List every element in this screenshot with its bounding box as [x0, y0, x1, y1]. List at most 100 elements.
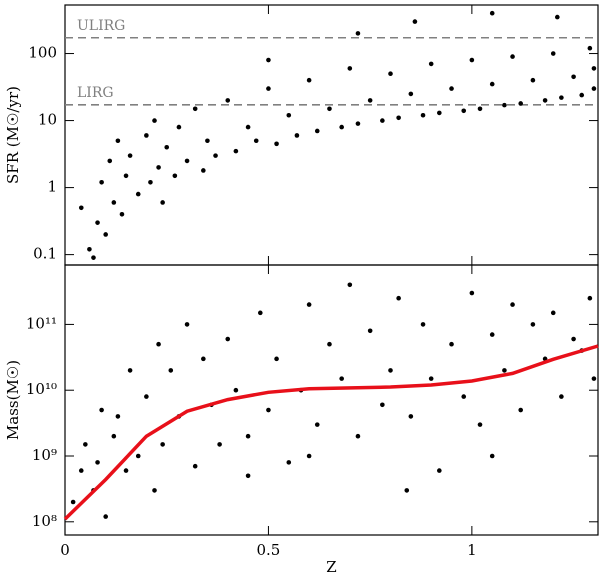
point — [571, 74, 576, 80]
y-tick-label: 10⁸ — [32, 512, 57, 530]
y-tick-label: 0.1 — [33, 245, 57, 263]
point — [355, 433, 361, 439]
x-tick-label: 1 — [467, 541, 477, 559]
point — [428, 376, 434, 381]
x-tick-label: 0 — [60, 541, 70, 559]
point — [115, 414, 121, 419]
point — [152, 118, 157, 123]
point — [306, 77, 312, 83]
point — [477, 106, 483, 112]
point — [176, 124, 182, 130]
point — [420, 322, 426, 327]
point — [233, 148, 239, 154]
y-tick-label: 10¹⁰ — [26, 380, 57, 398]
point — [542, 98, 548, 103]
y-tick-label: 10⁹ — [32, 446, 57, 464]
point — [420, 112, 426, 118]
point — [489, 453, 495, 459]
point — [437, 468, 442, 473]
point — [327, 106, 332, 112]
point — [489, 10, 495, 16]
x-tick-label: 0.5 — [257, 541, 281, 559]
point — [347, 282, 353, 288]
point — [437, 110, 442, 116]
point — [107, 158, 113, 164]
point — [245, 473, 251, 479]
point — [99, 407, 104, 413]
point — [192, 463, 198, 469]
point — [286, 460, 292, 465]
y-tick-label: 1 — [47, 178, 57, 196]
point — [461, 394, 467, 399]
point — [257, 310, 263, 316]
point — [579, 92, 585, 98]
point — [160, 442, 165, 447]
point — [327, 341, 332, 347]
point — [111, 200, 117, 205]
point — [78, 468, 84, 473]
point — [135, 453, 141, 459]
point — [103, 514, 108, 519]
point — [355, 31, 361, 36]
point — [530, 77, 536, 83]
point — [469, 57, 475, 63]
point — [148, 179, 153, 185]
point — [172, 173, 178, 179]
point — [477, 422, 483, 427]
point — [428, 61, 434, 67]
point — [123, 468, 129, 473]
point — [266, 407, 271, 413]
point — [164, 144, 170, 150]
point — [591, 66, 597, 71]
point — [461, 108, 467, 114]
point — [266, 57, 271, 63]
point — [339, 376, 344, 381]
point — [111, 433, 117, 439]
point — [388, 71, 393, 77]
point — [135, 191, 141, 197]
point — [550, 51, 556, 56]
point — [127, 153, 133, 158]
point — [274, 141, 279, 147]
point — [347, 66, 353, 71]
point — [83, 442, 88, 447]
point — [591, 376, 597, 381]
point — [396, 295, 401, 301]
point — [253, 138, 259, 144]
point — [404, 488, 410, 493]
point — [184, 158, 190, 164]
point — [213, 153, 218, 158]
point — [245, 433, 251, 439]
point — [70, 499, 76, 505]
point — [192, 106, 198, 112]
x-axis-label: Z — [326, 558, 336, 576]
y-axis-label: Mass(M☉) — [4, 360, 22, 440]
point — [380, 118, 385, 123]
point — [489, 81, 495, 87]
point — [587, 45, 593, 51]
point — [555, 14, 560, 20]
point — [550, 310, 556, 316]
point — [469, 290, 475, 296]
point — [91, 255, 96, 260]
point — [502, 102, 507, 108]
point — [489, 332, 495, 337]
point — [95, 460, 100, 465]
point — [367, 98, 373, 103]
point — [559, 95, 564, 100]
y-tick-label: 10 — [38, 111, 57, 129]
point — [518, 101, 523, 106]
point — [408, 91, 414, 97]
point — [95, 220, 100, 225]
point — [245, 124, 251, 130]
median-line — [63, 344, 599, 521]
point — [205, 138, 210, 144]
point — [294, 133, 300, 138]
point — [115, 138, 121, 144]
point — [103, 232, 108, 237]
point — [225, 336, 231, 342]
point — [502, 368, 507, 373]
point — [144, 133, 149, 138]
point — [225, 98, 231, 103]
point — [314, 422, 320, 427]
